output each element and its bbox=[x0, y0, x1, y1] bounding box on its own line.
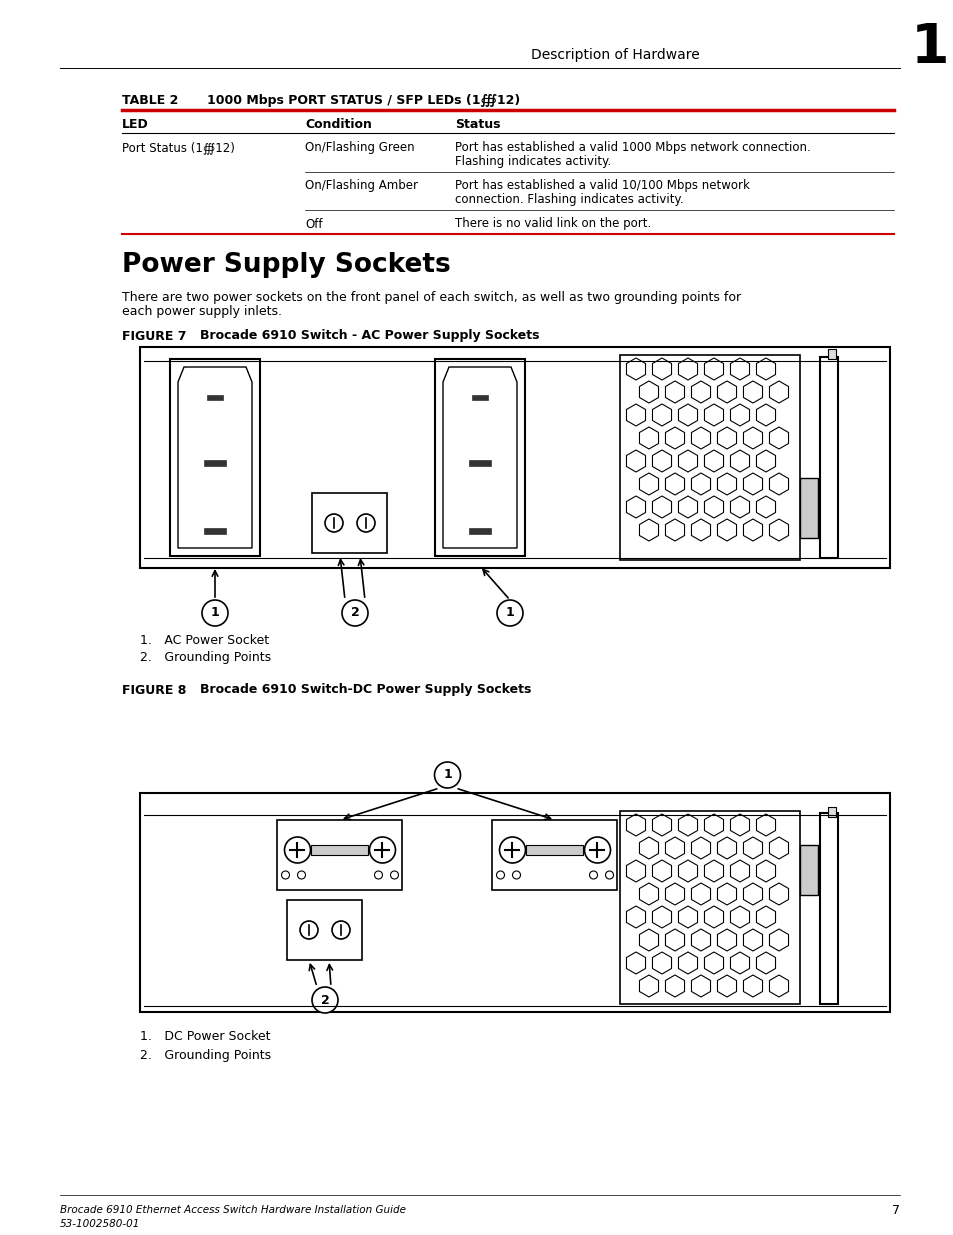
Circle shape bbox=[332, 921, 350, 939]
Circle shape bbox=[434, 762, 460, 788]
Text: Port has established a valid 10/100 Mbps network: Port has established a valid 10/100 Mbps… bbox=[455, 179, 749, 193]
Text: 7: 7 bbox=[891, 1203, 899, 1216]
Bar bbox=[435, 359, 524, 556]
Bar bbox=[277, 820, 402, 890]
Text: connection. Flashing indicates activity.: connection. Flashing indicates activity. bbox=[455, 194, 683, 206]
Text: 1: 1 bbox=[211, 606, 219, 620]
Text: There is no valid link on the port.: There is no valid link on the port. bbox=[455, 217, 651, 231]
Circle shape bbox=[499, 837, 525, 863]
Text: each power supply inlets.: each power supply inlets. bbox=[122, 305, 282, 319]
Circle shape bbox=[202, 600, 228, 626]
Circle shape bbox=[281, 871, 289, 879]
Bar bbox=[170, 359, 260, 556]
Text: 1.  DC Power Socket: 1. DC Power Socket bbox=[140, 1030, 271, 1044]
Circle shape bbox=[589, 871, 597, 879]
Circle shape bbox=[512, 871, 520, 879]
Text: On/Flashing Amber: On/Flashing Amber bbox=[305, 179, 417, 193]
Text: Condition: Condition bbox=[305, 117, 372, 131]
Text: LED: LED bbox=[122, 117, 149, 131]
Text: Port has established a valid 1000 Mbps network connection.: Port has established a valid 1000 Mbps n… bbox=[455, 142, 810, 154]
Text: 1.  AC Power Socket: 1. AC Power Socket bbox=[140, 634, 269, 646]
Bar bbox=[469, 459, 491, 466]
Text: Brocade 6910 Switch-DC Power Supply Sockets: Brocade 6910 Switch-DC Power Supply Sock… bbox=[200, 683, 531, 697]
Text: There are two power sockets on the front panel of each switch, as well as two gr: There are two power sockets on the front… bbox=[122, 291, 740, 305]
Circle shape bbox=[369, 837, 395, 863]
Bar bbox=[207, 395, 223, 400]
Text: TABLE 2: TABLE 2 bbox=[122, 94, 178, 106]
Circle shape bbox=[390, 871, 398, 879]
Bar bbox=[800, 845, 817, 895]
Text: Flashing indicates activity.: Flashing indicates activity. bbox=[455, 156, 611, 168]
Bar bbox=[287, 900, 362, 960]
Text: Brocade 6910 Switch - AC Power Supply Sockets: Brocade 6910 Switch - AC Power Supply So… bbox=[200, 330, 539, 342]
Circle shape bbox=[325, 514, 343, 532]
Bar bbox=[820, 813, 837, 1004]
Bar bbox=[140, 793, 889, 1011]
Text: 2: 2 bbox=[320, 993, 329, 1007]
Circle shape bbox=[297, 871, 305, 879]
Circle shape bbox=[496, 871, 504, 879]
Text: 2.  Grounding Points: 2. Grounding Points bbox=[140, 652, 271, 664]
Bar bbox=[827, 350, 835, 359]
Circle shape bbox=[356, 514, 375, 532]
Text: 1000 Mbps PORT STATUS / SFP LEDs (1∰12): 1000 Mbps PORT STATUS / SFP LEDs (1∰12) bbox=[207, 94, 519, 106]
Text: 1: 1 bbox=[505, 606, 514, 620]
Bar bbox=[313, 493, 387, 553]
Circle shape bbox=[497, 600, 522, 626]
Bar bbox=[619, 811, 800, 1004]
Text: FIGURE 8: FIGURE 8 bbox=[122, 683, 186, 697]
Bar bbox=[827, 806, 835, 818]
Bar bbox=[619, 354, 800, 559]
Text: Description of Hardware: Description of Hardware bbox=[531, 48, 700, 62]
Bar bbox=[472, 395, 488, 400]
Bar bbox=[820, 357, 837, 558]
Text: 53-1002580-01: 53-1002580-01 bbox=[60, 1219, 140, 1229]
Circle shape bbox=[299, 921, 317, 939]
Bar bbox=[312, 845, 368, 855]
Circle shape bbox=[312, 987, 337, 1013]
Text: FIGURE 7: FIGURE 7 bbox=[122, 330, 186, 342]
Bar bbox=[526, 845, 583, 855]
Bar bbox=[492, 820, 617, 890]
Text: 2: 2 bbox=[351, 606, 359, 620]
Text: Port Status (1∰12): Port Status (1∰12) bbox=[122, 142, 234, 154]
Circle shape bbox=[284, 837, 310, 863]
Text: Off: Off bbox=[305, 217, 322, 231]
Text: 2.  Grounding Points: 2. Grounding Points bbox=[140, 1049, 271, 1062]
Bar bbox=[469, 529, 491, 534]
Circle shape bbox=[375, 871, 382, 879]
Text: On/Flashing Green: On/Flashing Green bbox=[305, 142, 415, 154]
Text: Power Supply Sockets: Power Supply Sockets bbox=[122, 252, 450, 278]
Circle shape bbox=[341, 600, 368, 626]
Text: 1: 1 bbox=[442, 768, 452, 782]
Bar bbox=[204, 459, 226, 466]
Text: Brocade 6910 Ethernet Access Switch Hardware Installation Guide: Brocade 6910 Ethernet Access Switch Hard… bbox=[60, 1205, 406, 1215]
Bar bbox=[204, 529, 226, 534]
Circle shape bbox=[584, 837, 610, 863]
Text: Status: Status bbox=[455, 117, 500, 131]
Bar bbox=[140, 347, 889, 568]
Text: 1: 1 bbox=[910, 21, 948, 75]
Circle shape bbox=[605, 871, 613, 879]
Bar bbox=[800, 478, 817, 538]
